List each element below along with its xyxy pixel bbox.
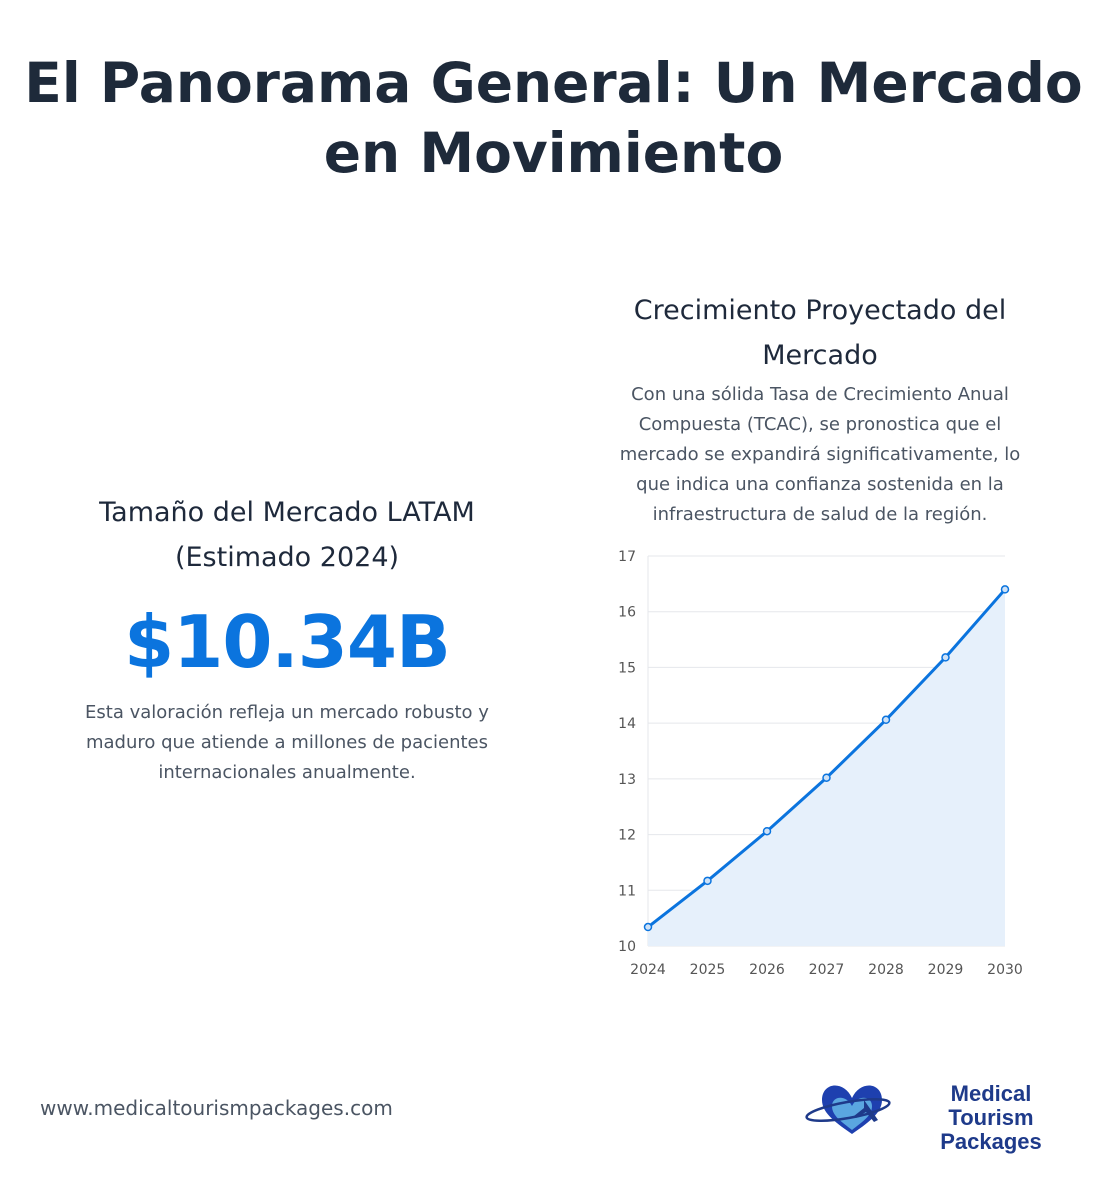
y-tick-label: 14 [618,716,636,732]
y-tick-label: 17 [618,549,636,565]
x-tick-label: 2030 [987,962,1023,978]
y-tick-label: 13 [618,772,636,788]
x-tick-label: 2025 [690,962,726,978]
area-fill [648,589,1005,946]
data-point [643,922,653,932]
data-point [1000,585,1010,594]
market-size-description: Esta valoración refleja un mercado robus… [85,702,489,783]
footer-url[interactable]: www.medicaltourismpackages.com [40,1096,393,1120]
growth-description: Con una sólida Tasa de Crecimiento Anual… [619,384,1021,525]
data-point [762,826,772,836]
logo: Medical Tourism Packages [804,1078,1074,1154]
x-tick-label: 2029 [928,962,964,978]
growth-heading: Crecimiento Proyectado del Mercado [633,295,1007,371]
data-point [941,653,950,662]
page-title: El Panorama General: Un Mercado en Movim… [24,51,1083,185]
market-size-panel: Tamaño del Mercado LATAM (Estimado 2024)… [80,490,494,788]
market-size-value: $10.34B [124,600,451,684]
growth-panel: Crecimiento Proyectado del Mercado Con u… [610,288,1030,530]
y-tick-label: 10 [618,939,636,955]
x-tick-label: 2027 [809,962,845,978]
growth-chart: 10 11 12 13 14 15 16 17 2024 2025 2026 2027 2028 2029… [618,549,1023,978]
y-tick-label: 15 [618,660,636,676]
x-tick-label: 2028 [868,962,904,978]
market-size-heading: Tamaño del Mercado LATAM (Estimado 2024) [99,497,475,573]
logo-text-1: Medical Tourism [948,1081,1034,1130]
heart-plane-logo-icon [805,1085,891,1134]
y-tick-label: 11 [618,883,636,899]
y-tick-label: 12 [618,828,636,844]
data-point [822,773,831,782]
y-tick-label: 16 [618,605,636,621]
x-tick-label: 2024 [630,962,666,978]
data-point [881,715,891,725]
x-tick-label: 2026 [749,962,785,978]
logo-text-2: Packages [940,1129,1042,1154]
data-point [703,876,712,886]
